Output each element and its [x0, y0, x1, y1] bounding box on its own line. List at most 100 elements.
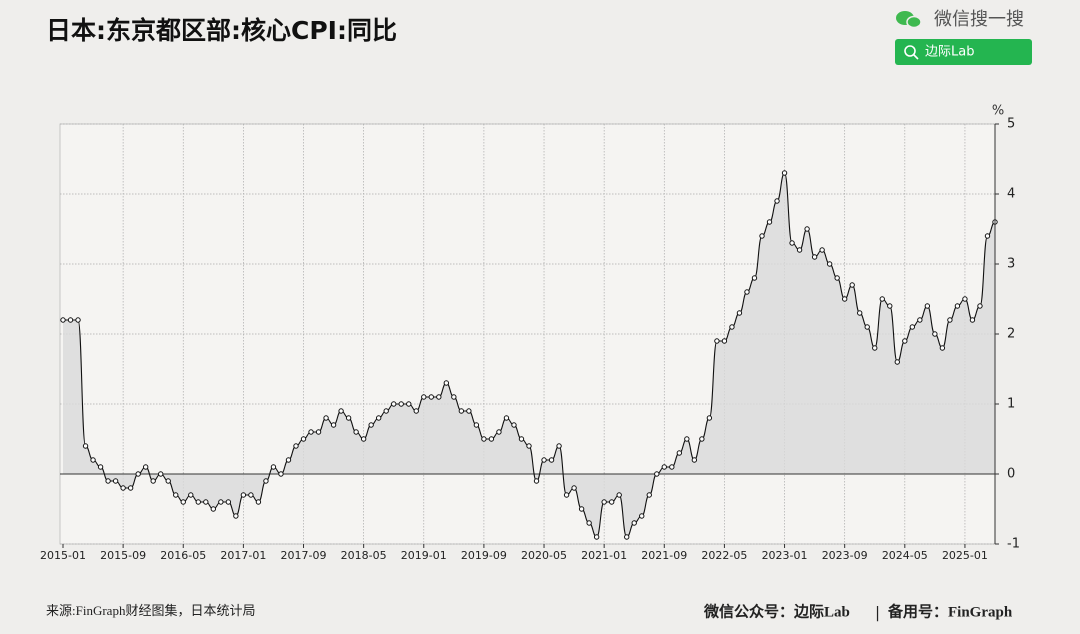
point	[759, 233, 765, 239]
search-icon	[904, 45, 916, 57]
point	[323, 415, 329, 421]
point	[676, 450, 683, 456]
point	[375, 415, 382, 421]
x-tick-label: 2017-09	[281, 549, 327, 562]
x-tick-label: 2017-01	[220, 549, 266, 562]
source: 来源:FinGraph财经图集，日本统计局	[46, 603, 255, 618]
point	[263, 478, 269, 484]
point	[511, 422, 517, 428]
point	[563, 492, 570, 498]
point	[834, 275, 840, 281]
point	[879, 296, 885, 302]
point	[789, 240, 795, 246]
y-tick-label: 0	[1007, 467, 1015, 482]
search-icon	[913, 54, 919, 60]
point	[481, 436, 487, 442]
x-tick-label: 2025-01	[942, 549, 988, 562]
point	[526, 443, 532, 449]
point	[654, 471, 660, 477]
point	[518, 436, 525, 442]
point	[338, 408, 344, 414]
x-tick-label: 2022-05	[701, 549, 747, 562]
point	[473, 422, 480, 428]
point	[661, 464, 667, 470]
x-tick-label: 2016-05	[160, 549, 206, 562]
point	[924, 303, 931, 309]
point	[699, 436, 705, 442]
chart-title: 日本:东京都区部:核心CPI:同比	[46, 16, 397, 45]
point	[293, 443, 299, 449]
point	[203, 499, 209, 505]
point	[443, 380, 450, 386]
point	[120, 485, 126, 491]
point	[533, 478, 540, 484]
point	[353, 429, 359, 435]
point	[781, 170, 788, 176]
x-tick-label: 2019-01	[401, 549, 447, 562]
point	[278, 471, 284, 477]
point	[962, 296, 968, 302]
point	[736, 310, 743, 316]
point	[706, 415, 713, 421]
search-label: 微信搜一搜	[934, 9, 1024, 30]
point	[947, 317, 953, 323]
point	[766, 219, 773, 225]
point	[969, 317, 976, 323]
x-tick-label: 2021-09	[641, 549, 687, 562]
point	[954, 303, 961, 309]
point	[729, 324, 735, 330]
footer-right: 备用号：FinGraph	[887, 602, 1013, 620]
point	[496, 429, 502, 435]
point	[90, 457, 96, 463]
point	[127, 485, 134, 491]
y-tick-label: -1	[1007, 537, 1020, 552]
point	[142, 464, 149, 470]
x-tick-label: 2023-01	[762, 549, 808, 562]
point	[864, 324, 870, 330]
point	[616, 492, 622, 498]
point	[714, 338, 720, 344]
footer-left: 微信公众号：边际Lab	[703, 602, 850, 620]
point	[150, 478, 156, 484]
x-tick-label: 2024-05	[882, 549, 928, 562]
x-tick-label: 2023-09	[822, 549, 868, 562]
point	[75, 317, 81, 323]
point	[684, 436, 690, 442]
x-tick-label: 2021-01	[581, 549, 627, 562]
point	[82, 443, 89, 449]
search-button[interactable]	[895, 39, 1032, 65]
point	[796, 247, 803, 253]
point	[413, 408, 419, 414]
point	[488, 436, 495, 442]
y-tick-label: 5	[1007, 117, 1015, 132]
y-tick-label: 2	[1007, 327, 1015, 342]
point	[624, 534, 630, 540]
y-tick-label: 4	[1007, 187, 1015, 202]
x-tick-label: 2015-01	[40, 549, 86, 562]
point	[608, 499, 615, 505]
point	[586, 520, 592, 526]
point	[345, 415, 352, 421]
search-button-label[interactable]: 边际Lab	[925, 45, 974, 60]
point	[826, 261, 833, 267]
point	[398, 401, 404, 407]
point	[248, 492, 254, 498]
point	[857, 310, 863, 316]
point	[593, 534, 600, 540]
y-tick-label: 1	[1007, 397, 1015, 412]
point	[646, 492, 652, 498]
point	[578, 506, 585, 512]
point	[406, 401, 412, 407]
point	[639, 513, 645, 519]
point	[872, 345, 878, 351]
point	[503, 415, 510, 421]
point	[218, 499, 224, 505]
point	[195, 499, 201, 505]
point	[60, 317, 66, 323]
point	[804, 226, 810, 232]
point	[308, 429, 314, 435]
point	[984, 233, 991, 239]
point	[233, 513, 239, 519]
point	[225, 499, 232, 505]
